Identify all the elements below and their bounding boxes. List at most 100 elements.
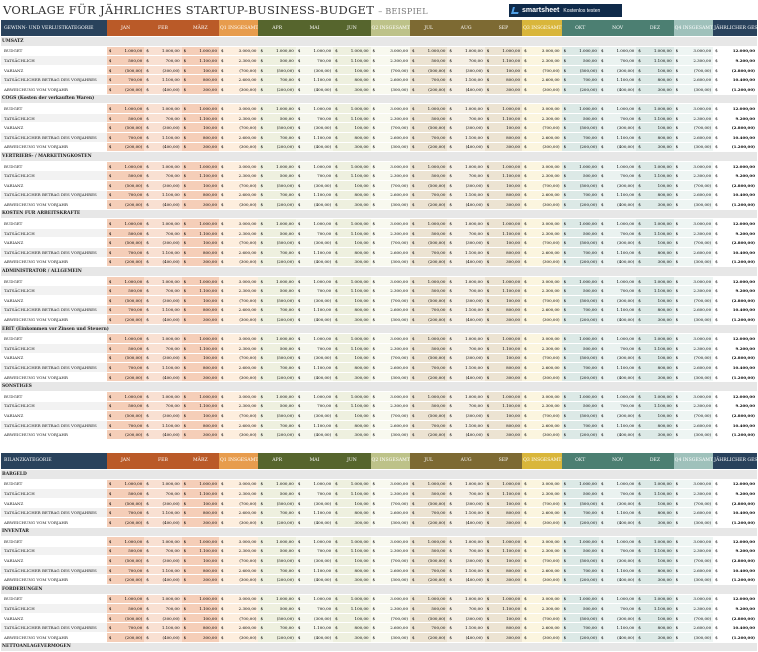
cell-value[interactable]: (200,00) — [268, 574, 296, 586]
cell-value[interactable]: 1.100,00 — [306, 565, 334, 576]
cell-value[interactable]: 800,00 — [192, 622, 219, 634]
cell-value[interactable]: 1.000,00 — [306, 479, 334, 490]
cell-value[interactable]: 1.100,00 — [495, 285, 523, 297]
cell-value[interactable]: 700,00 — [420, 132, 448, 143]
cell-value[interactable]: 2.600,00 — [532, 420, 562, 431]
cell-value[interactable]: 1.000,00 — [306, 536, 334, 547]
cell-value[interactable]: 9.200,00 — [721, 401, 757, 412]
cell-value[interactable]: 700,00 — [571, 622, 599, 634]
cell-value[interactable]: 2.300,00 — [380, 546, 410, 557]
cell-value[interactable]: 1.100,00 — [154, 362, 182, 373]
cell-value[interactable]: (400,00) — [609, 257, 637, 268]
cell-value[interactable]: 700,00 — [306, 603, 334, 614]
cell-value[interactable]: 800,00 — [192, 247, 219, 258]
cell-value[interactable]: 10.400,00 — [721, 565, 757, 576]
cell-value[interactable]: 700,00 — [571, 132, 599, 143]
cell-value[interactable]: 700,00 — [306, 343, 334, 354]
cell-value[interactable]: (200,00) — [117, 314, 145, 325]
cell-value[interactable]: (2.800,00) — [721, 498, 757, 509]
cell-value[interactable]: (500,00) — [571, 353, 599, 364]
cell-value[interactable]: 700,00 — [268, 132, 296, 143]
cell-value[interactable]: 500,00 — [420, 228, 448, 239]
cell-value[interactable]: 1.000,00 — [268, 103, 296, 114]
cell-value[interactable]: 1.100,00 — [154, 190, 182, 201]
cell-value[interactable]: 300,00 — [495, 517, 523, 528]
cell-value[interactable]: 2.600,00 — [380, 565, 410, 576]
cell-value[interactable]: 800,00 — [192, 74, 219, 85]
cell-value[interactable]: (300,00) — [154, 353, 182, 364]
cell-value[interactable]: (500,00) — [268, 555, 296, 566]
cell-value[interactable]: (400,00) — [457, 372, 485, 383]
cell-value[interactable]: 100,00 — [343, 498, 371, 509]
cell-value[interactable]: (200,00) — [268, 257, 296, 268]
cell-value[interactable]: 1.000,00 — [192, 536, 219, 547]
cell-value[interactable]: (400,00) — [609, 574, 637, 586]
cell-value[interactable]: 1.100,00 — [306, 507, 334, 518]
cell-value[interactable]: 1.000,00 — [457, 536, 485, 547]
cell-value[interactable]: 1.100,00 — [609, 507, 637, 518]
cell-value[interactable]: (500,00) — [268, 295, 296, 306]
cell-value[interactable]: 3.000,00 — [229, 536, 259, 547]
cell-value[interactable]: 2.600,00 — [684, 565, 714, 576]
cell-value[interactable]: 700,00 — [609, 228, 637, 239]
cell-value[interactable]: 1.000,00 — [571, 46, 599, 57]
cell-value[interactable]: 700,00 — [154, 55, 182, 66]
cell-value[interactable]: 3.000,00 — [532, 276, 562, 287]
cell-value[interactable]: 1.100,00 — [192, 401, 219, 412]
cell-value[interactable]: 300,00 — [192, 517, 219, 528]
cell-value[interactable]: (700,00) — [684, 122, 714, 133]
cell-value[interactable]: 800,00 — [495, 190, 523, 201]
cell-value[interactable]: (300,00) — [380, 574, 410, 586]
cell-value[interactable]: 1.000,00 — [117, 536, 145, 547]
cell-value[interactable]: 800,00 — [192, 305, 219, 316]
cell-value[interactable]: 1.000,00 — [420, 594, 448, 605]
cell-value[interactable]: 300,00 — [646, 517, 674, 528]
cell-value[interactable]: (2.800,00) — [721, 353, 757, 364]
cell-value[interactable]: 700,00 — [420, 420, 448, 431]
cell-value[interactable]: (500,00) — [571, 498, 599, 509]
cell-value[interactable]: 1.000,00 — [343, 46, 371, 57]
cell-value[interactable]: (300,00) — [532, 632, 562, 643]
cell-value[interactable]: 700,00 — [154, 603, 182, 614]
cell-value[interactable]: 100,00 — [495, 613, 523, 624]
cell-value[interactable]: 1.000,00 — [343, 218, 371, 229]
cell-value[interactable]: 700,00 — [306, 488, 334, 499]
cell-value[interactable]: 800,00 — [646, 247, 674, 258]
cell-value[interactable]: (400,00) — [609, 632, 637, 643]
cell-value[interactable]: 1.100,00 — [306, 622, 334, 634]
cell-value[interactable]: (300,00) — [609, 613, 637, 624]
cell-value[interactable]: 500,00 — [268, 285, 296, 297]
cell-value[interactable]: 2.600,00 — [229, 420, 259, 431]
cell-value[interactable]: 1.100,00 — [306, 247, 334, 258]
cell-value[interactable]: 800,00 — [495, 565, 523, 576]
cell-value[interactable]: 700,00 — [154, 488, 182, 499]
cell-value[interactable]: (2.800,00) — [721, 555, 757, 566]
cell-value[interactable]: 1.100,00 — [343, 343, 371, 354]
cell-value[interactable]: 3.000,00 — [229, 479, 259, 490]
cell-value[interactable]: 1.000,00 — [268, 333, 296, 344]
cell-value[interactable]: (700,00) — [380, 122, 410, 133]
cell-value[interactable]: 1.100,00 — [609, 565, 637, 576]
cell-value[interactable]: 800,00 — [192, 420, 219, 431]
cell-value[interactable]: (300,00) — [306, 353, 334, 364]
cell-value[interactable]: (500,00) — [571, 237, 599, 249]
cell-value[interactable]: (700,00) — [684, 353, 714, 364]
cell-value[interactable]: (300,00) — [532, 429, 562, 440]
cell-value[interactable]: 2.600,00 — [229, 362, 259, 373]
cell-value[interactable]: 700,00 — [306, 55, 334, 66]
cell-value[interactable]: 3.000,00 — [684, 479, 714, 490]
cell-value[interactable]: 1.000,00 — [154, 161, 182, 172]
cell-value[interactable]: 700,00 — [457, 285, 485, 297]
cell-value[interactable]: (500,00) — [117, 353, 145, 364]
cell-value[interactable]: 1.000,00 — [609, 536, 637, 547]
cell-value[interactable]: (200,00) — [571, 314, 599, 325]
cell-value[interactable]: 700,00 — [571, 305, 599, 316]
cell-value[interactable]: 700,00 — [571, 74, 599, 85]
cell-value[interactable]: 500,00 — [117, 488, 145, 499]
cell-value[interactable]: 1.100,00 — [154, 622, 182, 634]
cell-value[interactable]: 800,00 — [646, 420, 674, 431]
cell-value[interactable]: (300,00) — [154, 613, 182, 624]
cell-value[interactable]: 3.000,00 — [380, 594, 410, 605]
cell-value[interactable]: 800,00 — [646, 362, 674, 373]
cell-value[interactable]: 700,00 — [457, 228, 485, 239]
